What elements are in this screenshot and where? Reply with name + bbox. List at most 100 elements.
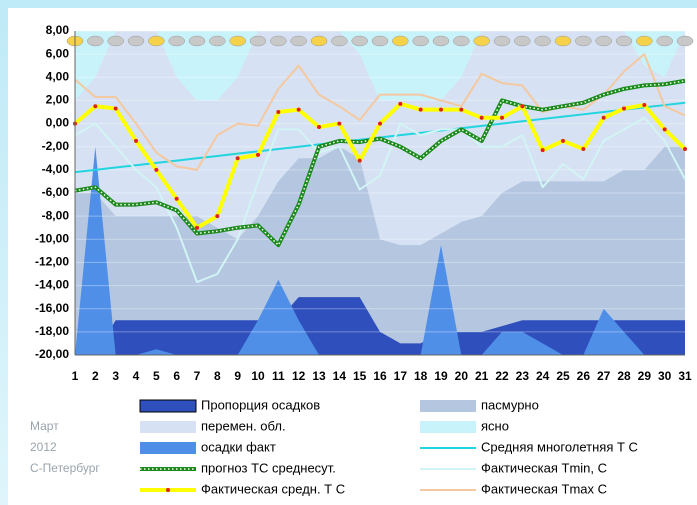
line <box>74 78 686 248</box>
point <box>500 115 504 120</box>
legend-label: Фактическая Tmin, С <box>481 460 607 475</box>
x-tick-label: 31 <box>678 369 692 383</box>
point <box>317 125 321 130</box>
y-tick-label: 4,00 <box>46 69 70 83</box>
line <box>74 116 686 284</box>
x-tick-label: 4 <box>133 369 140 383</box>
legend-swatch <box>139 399 197 413</box>
point <box>439 107 443 112</box>
x-tick-label: 10 <box>251 369 265 383</box>
y-tick-label: 6,00 <box>46 46 70 60</box>
x-tick-label: 21 <box>475 369 489 383</box>
legend-swatch <box>420 421 476 433</box>
point <box>561 138 565 143</box>
weather-icon <box>453 35 470 47</box>
x-tick-label: 20 <box>455 369 469 383</box>
weather-icon <box>371 35 389 47</box>
area <box>75 146 685 355</box>
area <box>75 146 685 355</box>
x-tick-label: 3 <box>112 369 119 383</box>
point <box>134 138 138 143</box>
weather-icon <box>148 35 165 47</box>
point <box>93 104 98 109</box>
x-tick-label: 7 <box>194 369 201 383</box>
point <box>601 115 606 120</box>
x-tick-label: 17 <box>394 369 408 383</box>
y-tick-label: 2,00 <box>46 93 70 107</box>
y-tick-label: -6,00 <box>42 185 70 199</box>
legend-swatch <box>140 442 196 454</box>
x-tick-label: 25 <box>556 369 570 383</box>
point <box>235 156 240 161</box>
x-tick-label: 5 <box>153 369 160 383</box>
weather-icon <box>615 35 633 47</box>
point <box>337 121 342 126</box>
point <box>398 101 403 106</box>
weather-icon <box>392 35 409 47</box>
x-tick-label: 14 <box>333 369 347 383</box>
y-tick-label: -16,00 <box>35 301 69 315</box>
x-tick-label: 30 <box>658 369 672 383</box>
x-tick-label: 24 <box>536 369 550 383</box>
weather-icon <box>107 35 124 47</box>
y-tick-label: -12,00 <box>35 255 69 269</box>
y-tick-label: 8,00 <box>46 23 70 37</box>
legend-label: Фактическая Tmax С <box>481 481 607 496</box>
y-tick-label: 0,00 <box>46 116 70 130</box>
legend-swatch <box>166 488 170 492</box>
legend-label: прогноз ТС среднесут. <box>201 460 336 475</box>
y-tick-label: -2,00 <box>42 139 70 153</box>
x-tick-label: 6 <box>173 369 180 383</box>
point <box>459 107 464 112</box>
point <box>276 110 281 114</box>
weather-icon <box>656 35 673 47</box>
point <box>520 104 525 109</box>
point <box>581 147 586 152</box>
weather-icon <box>493 35 511 47</box>
legend-label: пасмурно <box>481 397 539 412</box>
weather-icon <box>412 35 429 47</box>
x-tick-label: 19 <box>434 369 448 383</box>
side-label: Март <box>30 419 59 433</box>
point <box>642 103 647 108</box>
x-tick-label: 26 <box>577 369 591 383</box>
weather-icon <box>331 35 348 47</box>
point <box>113 106 118 111</box>
side-label: С-Петербург <box>30 461 100 475</box>
point <box>296 107 301 112</box>
weather-icon <box>249 35 267 47</box>
point <box>256 152 260 157</box>
weather-icon <box>310 35 328 47</box>
weather-icon <box>87 35 104 47</box>
weather-icon <box>575 35 592 47</box>
weather-icon <box>514 35 531 47</box>
weather-icon <box>270 35 287 47</box>
x-tick-label: 15 <box>353 369 367 383</box>
point <box>622 106 626 111</box>
legend-label: осадки факт <box>201 439 276 454</box>
x-tick-label: 8 <box>214 369 221 383</box>
weather-icon <box>127 35 145 47</box>
x-tick-label: 18 <box>414 369 428 383</box>
weather-icon <box>595 35 612 47</box>
weather-icon <box>209 35 226 47</box>
point <box>378 121 382 126</box>
legend-swatch <box>420 400 476 412</box>
x-tick-label: 23 <box>516 369 530 383</box>
legend-label: перемен. обл. <box>201 418 286 433</box>
weather-icon <box>534 35 551 47</box>
weather-icon <box>676 35 694 47</box>
x-tick-label: 12 <box>292 369 306 383</box>
y-tick-label: -8,00 <box>42 208 70 222</box>
x-tick-label: 27 <box>597 369 611 383</box>
point <box>662 127 667 132</box>
legend-swatch <box>140 421 196 433</box>
x-tick-label: 13 <box>312 369 326 383</box>
weather-icon <box>636 35 653 47</box>
point <box>479 115 484 120</box>
x-tick-label: 11 <box>272 369 285 383</box>
y-tick-label: -18,00 <box>35 324 69 338</box>
x-tick-label: 29 <box>638 369 652 383</box>
legend-label: Фактическая средн. Т С <box>201 481 345 496</box>
